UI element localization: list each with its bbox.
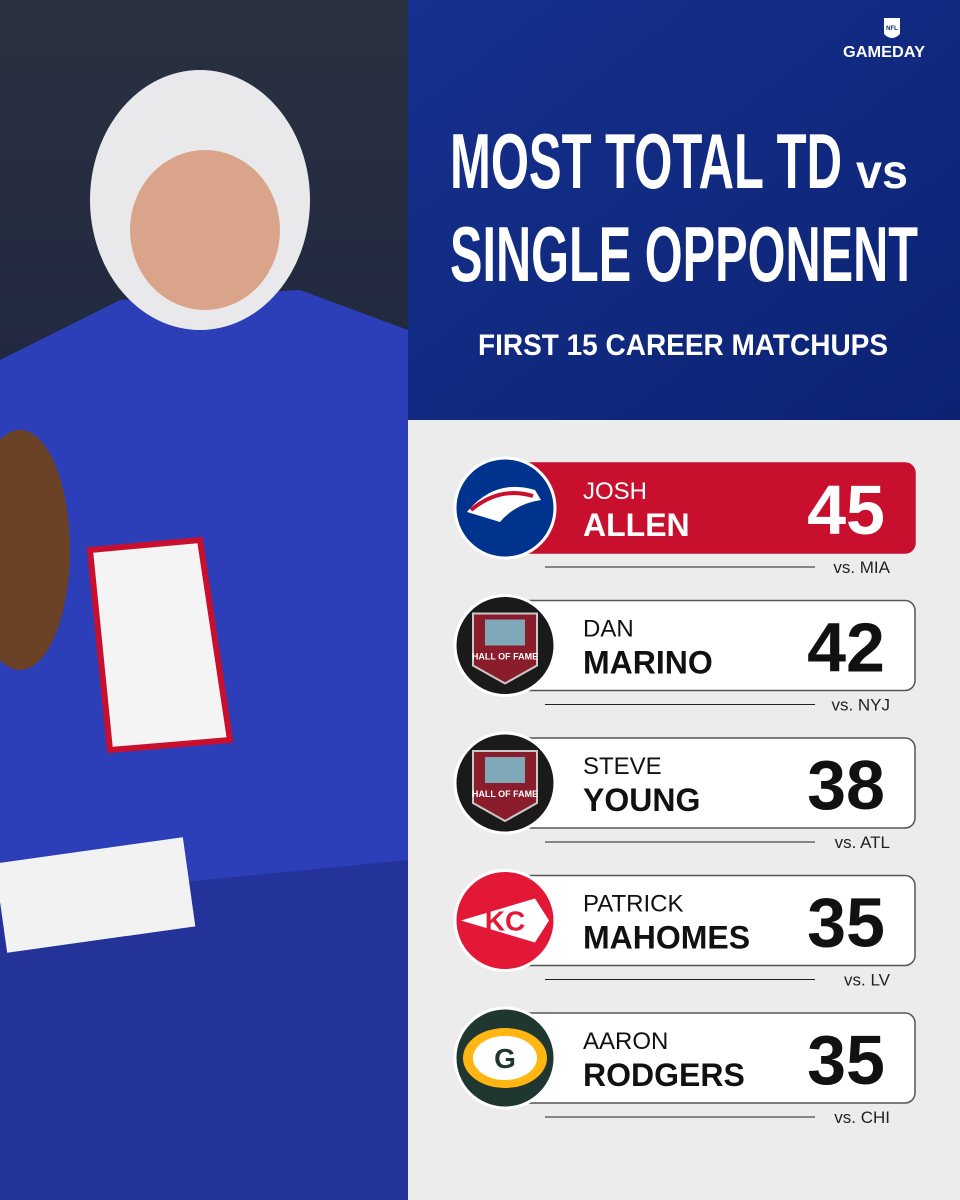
opponent: vs. LV bbox=[844, 971, 891, 990]
opponent: vs. ATL bbox=[835, 833, 890, 852]
title-line: MOST TOTAL TD bbox=[450, 117, 842, 205]
brand-name: GAMEDAY bbox=[843, 44, 925, 61]
opponent: vs. CHI bbox=[834, 1108, 890, 1127]
nfl-shield bbox=[884, 18, 900, 38]
opponent: vs. MIA bbox=[833, 558, 890, 577]
logo-ring bbox=[453, 594, 557, 697]
subtitle: FIRST 15 CAREER MATCHUPS bbox=[478, 329, 888, 362]
opponent: vs. NYJ bbox=[831, 696, 890, 715]
first-name: JOSH bbox=[583, 478, 647, 505]
logo-ring bbox=[453, 456, 557, 560]
td-value: 35 bbox=[807, 1021, 885, 1099]
td-value: 38 bbox=[807, 746, 885, 824]
td-value: 35 bbox=[807, 884, 885, 962]
logo-ring bbox=[453, 1006, 557, 1110]
first-name: PATRICK bbox=[583, 891, 683, 918]
logo-text: HALL OF FAME bbox=[472, 652, 538, 662]
first-name: AARON bbox=[583, 1028, 668, 1055]
logo-stripe bbox=[469, 491, 534, 512]
logo-inner bbox=[473, 1036, 537, 1080]
title-vs: vs bbox=[856, 146, 908, 199]
logo: NFL bbox=[886, 26, 898, 32]
last-name: RODGERS bbox=[583, 1057, 745, 1093]
td-value: 42 bbox=[807, 609, 885, 687]
logo-building bbox=[485, 619, 525, 646]
header-bg bbox=[408, 0, 960, 420]
logo-ring bbox=[453, 731, 557, 835]
first-name: STEVE bbox=[583, 753, 662, 780]
logo-building bbox=[485, 757, 525, 783]
logo-text: G bbox=[494, 1043, 516, 1074]
first-name: DAN bbox=[583, 616, 634, 643]
td-value: 45 bbox=[807, 471, 885, 549]
logo-text: KC bbox=[485, 906, 525, 937]
last-name: ALLEN bbox=[583, 507, 690, 543]
title-line: SINGLE OPPONENT bbox=[450, 210, 918, 298]
last-name: MARINO bbox=[583, 645, 713, 681]
last-name: MAHOMES bbox=[583, 920, 750, 956]
last-name: YOUNG bbox=[583, 782, 700, 818]
logo-ring bbox=[453, 869, 557, 972]
logo-arrow bbox=[461, 898, 549, 943]
player-photo bbox=[0, 0, 408, 1200]
logo-text: HALL OF FAME bbox=[472, 789, 538, 799]
